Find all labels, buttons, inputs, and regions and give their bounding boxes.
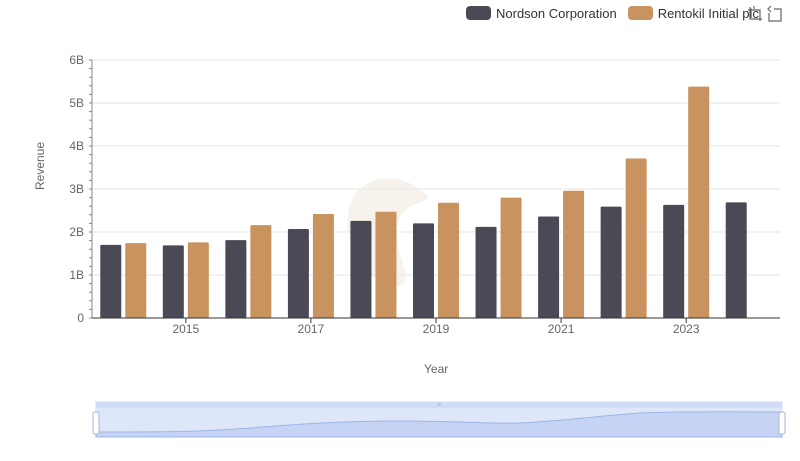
x-tick-label: 2017 bbox=[298, 322, 325, 336]
y-tick-label: 3B bbox=[69, 182, 84, 196]
y-tick-label: 2B bbox=[69, 225, 84, 239]
legend-label-rentokil: Rentokil Initial plc bbox=[657, 5, 759, 21]
bar-rentokil-2018 bbox=[375, 211, 397, 318]
bar-rentokil-2023 bbox=[688, 86, 710, 318]
y-tick-label: 4B bbox=[69, 139, 84, 153]
x-tick-labels: 2015 2017 2019 2021 2023 bbox=[172, 318, 700, 336]
y-axis-title: Revenue bbox=[33, 141, 47, 190]
y-tick-label: 6B bbox=[69, 53, 84, 67]
bar-nordson-2014 bbox=[100, 244, 122, 318]
y-tick-label: 5B bbox=[69, 96, 84, 110]
x-tick-label: 2015 bbox=[172, 322, 199, 336]
legend-item-rentokil[interactable]: Rentokil Initial plc bbox=[627, 5, 759, 21]
slider-top-bar[interactable] bbox=[96, 402, 782, 408]
bar-nordson-2024 bbox=[725, 202, 747, 318]
legend-label-nordson: Nordson Corporation bbox=[496, 5, 617, 21]
slider-handle-right[interactable] bbox=[778, 411, 786, 435]
x-tick-label: 2023 bbox=[673, 322, 700, 336]
bar-nordson-2018 bbox=[350, 220, 372, 318]
y-tick-label: 1B bbox=[69, 268, 84, 282]
bar-rentokil-2019 bbox=[438, 202, 459, 318]
bar-rentokil-2017 bbox=[312, 213, 334, 318]
bar-rentokil-2016 bbox=[250, 225, 272, 318]
bars bbox=[100, 86, 747, 318]
bar-rentokil-2021 bbox=[563, 190, 585, 318]
slider-grip-icon[interactable]: ≡ bbox=[437, 402, 441, 409]
legend-swatch-rentokil bbox=[627, 6, 653, 20]
bar-rentokil-2014 bbox=[125, 243, 147, 318]
bar-nordson-2015 bbox=[162, 245, 184, 318]
bar-nordson-2019 bbox=[413, 223, 434, 318]
bar-nordson-2016 bbox=[225, 240, 247, 318]
data-zoom-slider[interactable]: ≡ bbox=[92, 401, 786, 438]
bar-rentokil-2015 bbox=[187, 242, 209, 318]
bar-nordson-2023 bbox=[663, 204, 685, 318]
bar-nordson-2020 bbox=[475, 226, 497, 318]
y-tick-label: 0 bbox=[77, 311, 84, 325]
legend: Nordson Corporation Rentokil Initial plc bbox=[466, 3, 770, 23]
bar-nordson-2021 bbox=[538, 216, 560, 318]
x-tick-label: 2019 bbox=[423, 322, 450, 336]
bar-rentokil-2022 bbox=[625, 158, 647, 318]
slider-handle-left[interactable] bbox=[92, 411, 100, 435]
slider-preview-line bbox=[95, 411, 783, 438]
x-tick-label: 2021 bbox=[548, 322, 575, 336]
restore-icon[interactable] bbox=[766, 5, 784, 23]
zoom-icon[interactable] bbox=[746, 5, 764, 23]
bar-nordson-2022 bbox=[600, 206, 622, 318]
y-tick-labels: 0 1B 2B 3B 4B 5B 6B bbox=[69, 53, 84, 325]
bar-rentokil-2020 bbox=[500, 197, 522, 318]
legend-item-nordson[interactable]: Nordson Corporation bbox=[466, 6, 617, 21]
legend-swatch-nordson bbox=[466, 6, 491, 20]
toolbox bbox=[746, 5, 786, 23]
x-axis-title: Year bbox=[424, 362, 449, 376]
bar-nordson-2017 bbox=[287, 228, 309, 318]
